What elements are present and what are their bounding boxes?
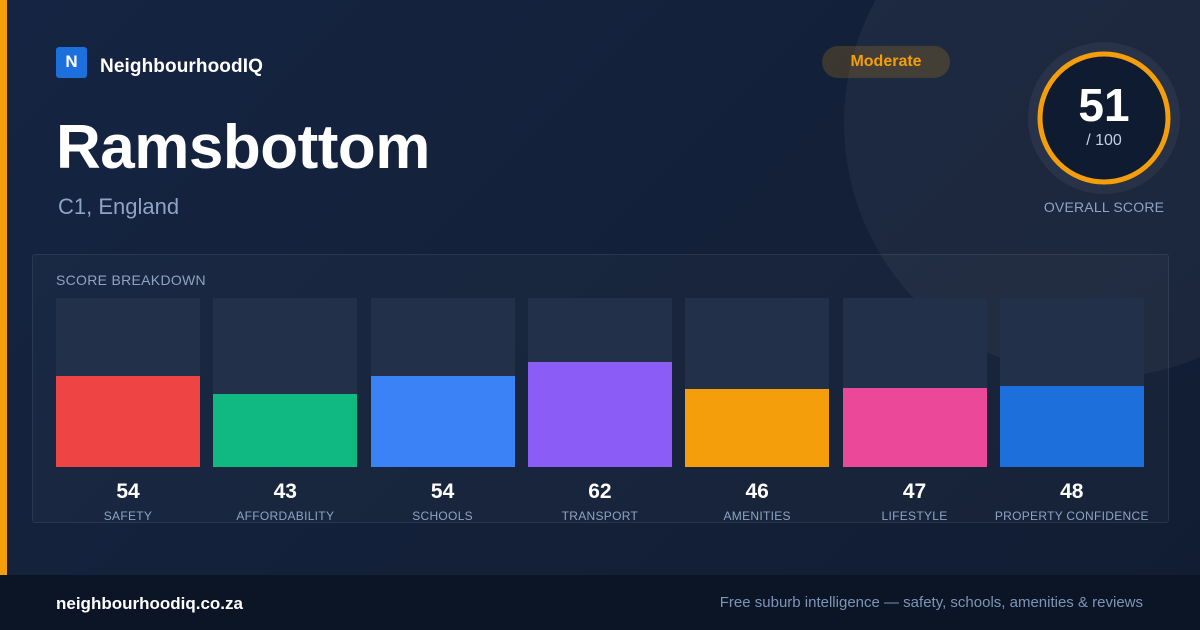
- bar-property-confidence: [999, 385, 1144, 467]
- bar-category-label: SCHOOLS: [412, 509, 473, 523]
- rating-badge: Moderate: [822, 46, 950, 78]
- score-breakdown-panel: SCORE BREAKDOWN 54 SAFETY 43 AFFORDABILITY 5…: [32, 254, 1169, 523]
- bar-track: [999, 298, 1144, 467]
- bar-lifestyle: [842, 387, 987, 467]
- score-breakdown-title: SCORE BREAKDOWN: [56, 272, 206, 288]
- bar-category-label: LIFESTYLE: [881, 509, 948, 523]
- page-title: Ramsbottom: [56, 113, 430, 182]
- bar-value-label: 54: [430, 480, 455, 503]
- bar-transport: [527, 362, 672, 467]
- overall-score-ring: 51 / 100: [1028, 42, 1180, 194]
- bar-category-label: TRANSPORT: [561, 509, 639, 523]
- bar-value-label: 46: [745, 480, 769, 503]
- bar-safety: [56, 375, 200, 467]
- bar-value-label: 62: [588, 480, 612, 503]
- bar-category-label: AFFORDABILITY: [236, 509, 335, 523]
- bar-category-label: AMENITIES: [723, 509, 791, 523]
- bar-category-label: PROPERTY CONFIDENCE: [994, 509, 1149, 523]
- bar-column: 47 LIFESTYLE: [842, 298, 987, 524]
- bar-column: 54 SCHOOLS: [370, 298, 515, 524]
- brand: N NeighbourhoodIQ: [56, 46, 263, 78]
- score-ring-inner: [1042, 56, 1166, 180]
- bar-category-label: SAFETY: [103, 509, 153, 523]
- bar-column: 62 TRANSPORT: [527, 298, 672, 524]
- bar-track: [56, 298, 200, 467]
- score-ring-progress: [1037, 51, 1171, 185]
- bar-amenities: [685, 389, 830, 467]
- bar-column: 54 SAFETY: [56, 298, 200, 524]
- bar-value-label: 47: [902, 480, 927, 503]
- footer-tagline: Free suburb intelligence — safety, schoo…: [719, 594, 1143, 611]
- score-breakdown-chart: 54 SAFETY 43 AFFORDABILITY 54 SCHOOLS 62 TRANSP…: [33, 255, 1170, 524]
- bar-column: 43 AFFORDABILITY: [213, 298, 358, 524]
- accent-stripe: [0, 0, 7, 575]
- bar-value-label: 43: [273, 480, 297, 503]
- brand-name: NeighbourhoodIQ: [100, 56, 263, 77]
- location-subtitle: C1, England: [58, 194, 180, 219]
- bar-track: [842, 298, 987, 467]
- bar-track: [527, 298, 672, 467]
- bar-track: [685, 298, 830, 467]
- footer: neighbourhoodiq.co.za Free suburb intell…: [0, 575, 1200, 630]
- bar-column: 48 PROPERTY CONFIDENCE: [995, 298, 1148, 524]
- bar-affordability: [213, 394, 358, 467]
- bar-track: [370, 298, 515, 467]
- score-ring-graphic: [1037, 51, 1171, 185]
- bar-value-label: 48: [1060, 480, 1084, 503]
- bar-column: 46 AMENITIES: [685, 298, 830, 524]
- overall-score-value: 51: [1078, 79, 1130, 131]
- bar-track: [213, 298, 358, 467]
- overall-score-max: / 100: [1086, 132, 1122, 149]
- footer-domain: neighbourhoodiq.co.za: [56, 594, 243, 613]
- overall-score-caption: OVERALL SCORE: [1043, 199, 1165, 215]
- brand-logo-icon: N: [56, 46, 87, 78]
- bar-schools: [370, 375, 515, 467]
- bar-value-label: 54: [116, 480, 140, 503]
